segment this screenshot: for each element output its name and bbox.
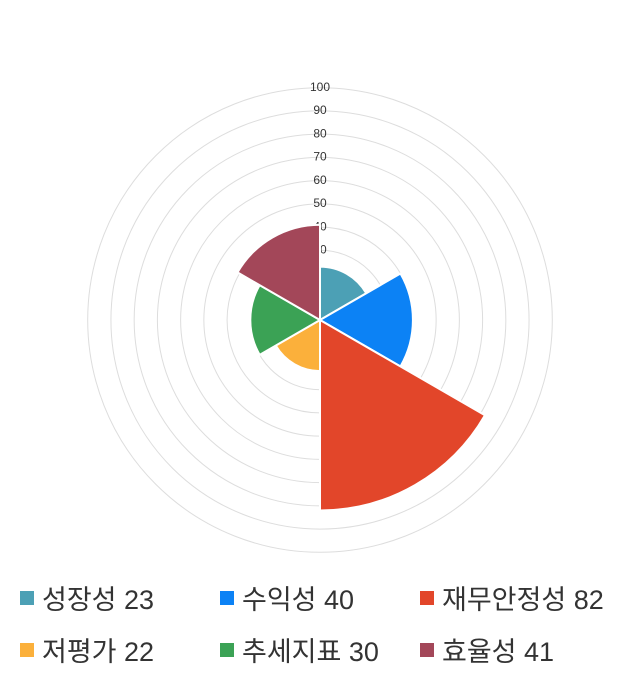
- svg-text:50: 50: [313, 196, 327, 210]
- svg-text:80: 80: [313, 126, 327, 140]
- svg-text:60: 60: [313, 173, 327, 187]
- svg-text:70: 70: [313, 150, 327, 164]
- svg-text:90: 90: [313, 103, 327, 117]
- svg-text:100: 100: [310, 80, 330, 94]
